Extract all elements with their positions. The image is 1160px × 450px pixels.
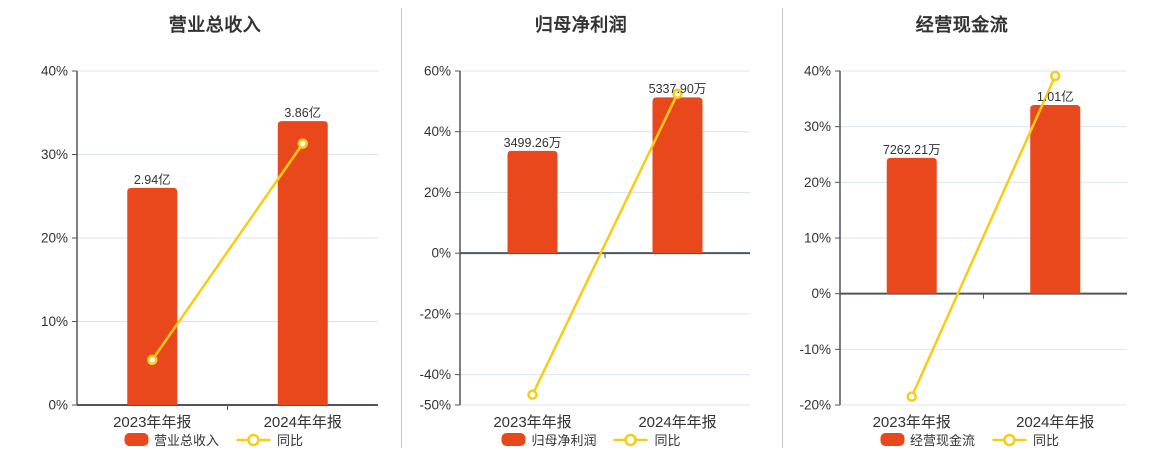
y-axis-tick-label: 40% (804, 64, 831, 79)
y-axis-tick-label: -50% (419, 398, 451, 413)
yoy-marker (1050, 70, 1061, 82)
bar-value-label: 7262.21万 (882, 142, 941, 157)
yoy-line (910, 75, 1057, 398)
y-axis-tick-label: -20% (799, 398, 831, 413)
legend-bar-label: 经营现金流 (909, 433, 975, 448)
x-axis-category-label: 2023年年报 (872, 414, 951, 431)
bar-value-label: 1.01亿 (1036, 89, 1074, 104)
chart-title-total-operating-revenue: 营业总收入 (168, 15, 262, 35)
chart-legend: 经营现金流 同比 (879, 430, 1060, 449)
panel-divider (782, 8, 783, 448)
bar (127, 187, 178, 405)
panel-divider (401, 8, 402, 448)
x-axis-category-label: 2023年年报 (113, 414, 192, 431)
y-axis-tick-label: 40% (41, 64, 68, 79)
legend-line-icon (992, 433, 1026, 446)
y-axis-tick-label: 40% (424, 124, 451, 139)
yoy-line (151, 142, 304, 361)
bar-value-label: 2.94亿 (133, 172, 171, 187)
legend-line-icon (613, 433, 648, 446)
y-axis-tick-label: -40% (419, 367, 451, 382)
y-axis-tick-label: 20% (41, 231, 68, 246)
legend-line-label: 同比 (1033, 433, 1060, 448)
yoy-marker (297, 138, 308, 149)
bar (507, 150, 558, 254)
yoy-marker (906, 391, 917, 402)
legend-bar-label: 营业总收入 (153, 433, 219, 448)
bar (1030, 104, 1081, 294)
y-axis-tick-label: 0% (48, 398, 68, 413)
chart-legend: 营业总收入 同比 (123, 430, 304, 449)
y-axis-tick-label: 0% (431, 246, 451, 261)
bar (886, 157, 937, 294)
chart-title-operating-cash-flow: 经营现金流 (915, 15, 1009, 35)
y-axis-tick-label: 20% (424, 185, 451, 200)
y-axis-tick-label: 60% (424, 64, 451, 79)
legend-bar-swatch (123, 433, 148, 446)
y-axis-tick-label: 20% (804, 175, 831, 190)
y-axis-tick-label: 0% (811, 286, 831, 301)
legend-bar-label: 归母净利润 (531, 433, 597, 448)
x-axis-category-label: 2024年年报 (1016, 414, 1095, 431)
chart-title-net-profit: 归母净利润 (534, 15, 628, 35)
bar-value-label: 5337.90万 (648, 82, 707, 97)
x-axis-category-label: 2024年年报 (263, 414, 342, 431)
legend-bar-swatch (501, 433, 526, 446)
bar (652, 97, 703, 254)
legend-line-label: 同比 (654, 433, 681, 448)
legend-bar-swatch (879, 433, 904, 446)
x-axis-category-label: 2024年年报 (638, 414, 717, 431)
bar-value-label: 3499.26万 (503, 135, 562, 150)
yoy-marker (527, 389, 538, 400)
yoy-marker (147, 354, 158, 366)
y-axis-tick-label: -20% (419, 306, 451, 321)
legend-line-icon (236, 433, 270, 446)
y-axis-tick-label: 10% (804, 231, 831, 246)
yoy-line (531, 93, 679, 396)
legend-line-label: 同比 (277, 433, 304, 448)
x-axis-category-label: 2023年年报 (493, 414, 572, 431)
chart-legend: 归母净利润 同比 (501, 430, 681, 449)
y-axis-tick-label: -10% (799, 342, 831, 357)
y-axis-tick-label: 30% (41, 147, 68, 162)
y-axis-tick-label: 10% (41, 314, 68, 329)
yoy-marker (672, 88, 683, 100)
bar (277, 121, 328, 405)
y-axis-tick-label: 30% (804, 119, 831, 134)
bar-value-label: 3.86亿 (284, 106, 322, 121)
